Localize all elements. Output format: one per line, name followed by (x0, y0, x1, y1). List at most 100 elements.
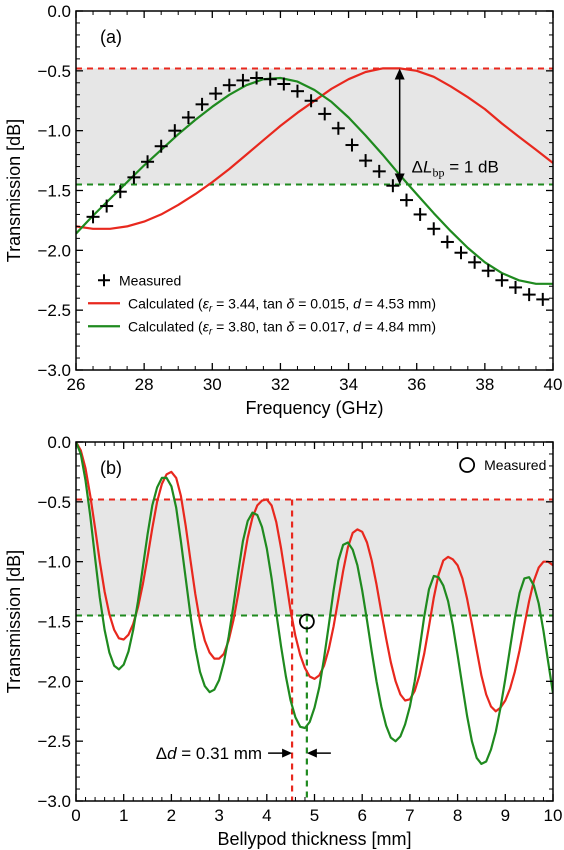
data-point-measured (495, 273, 509, 287)
data-point-measured (318, 107, 332, 121)
y-tick-label: −1.5 (37, 613, 71, 632)
data-point-measured (454, 246, 468, 260)
x-tick-label: 3 (214, 806, 223, 825)
y-axis-title: Transmission [dB] (4, 119, 24, 262)
data-point-measured (113, 185, 127, 199)
shaded-band (76, 499, 553, 616)
delta-symbol: δ (287, 295, 295, 311)
legend-text-mid1: = 3.44, tan (212, 295, 282, 311)
delta-l-annotation: ΔLbp = 1 dB (412, 158, 499, 180)
x-tick-label: 10 (544, 806, 563, 825)
x-tick-label: 5 (310, 806, 319, 825)
x-tick-label: 38 (475, 375, 494, 394)
panel-label: (b) (100, 458, 122, 478)
data-point-measured (386, 179, 400, 193)
x-tick-label: 36 (407, 375, 426, 394)
y-tick-label: −2.5 (37, 732, 71, 751)
x-tick-label: 1 (119, 806, 128, 825)
y-tick-label: 0.0 (47, 2, 71, 21)
data-point-measured (413, 207, 427, 221)
plot-frame (75, 10, 554, 371)
shaded-band (76, 68, 553, 185)
data-point-measured (440, 235, 454, 249)
data-point-measured (345, 138, 359, 152)
delta-symbol: δ (287, 318, 295, 334)
y-tick-label: −2.0 (37, 672, 71, 691)
x-tick-label: 26 (67, 375, 86, 394)
y-axis-title: Transmission [dB] (4, 550, 24, 693)
eps-symbol: ε (203, 295, 210, 311)
y-tick-label: −3.0 (37, 792, 71, 811)
panel-a: 26 28 30 32 34 36 38 40 0.0 −0.5 −1.0 −1.5 −2.0 −2.5 −… (4, 2, 562, 418)
var-d: d (167, 744, 177, 763)
legend-label-red: Calculated (εr = 3.44, tan δ = 0.015, d … (128, 295, 436, 314)
data-point-measured (359, 154, 373, 168)
data-point-measured (209, 87, 223, 101)
series-group (76, 442, 553, 765)
data-point-measured (236, 73, 250, 87)
x-tick-label: 28 (135, 375, 154, 394)
legend-label-measured: Measured (119, 272, 181, 288)
x-tick-label: 7 (405, 806, 414, 825)
x-tick-label: 2 (167, 806, 176, 825)
var-l: L (423, 158, 432, 177)
legend-text-mid1: = 3.80, tan (212, 318, 282, 334)
legend-text-start: Calculated ( (128, 318, 203, 334)
data-point-measured (481, 264, 495, 278)
data-point-measured (250, 71, 264, 85)
data-point-measured (290, 84, 304, 98)
y-tick-label: −1.5 (37, 182, 71, 201)
legend-text-mid2: = 0.017, (294, 318, 353, 334)
data-point-measured (427, 222, 441, 236)
x-tick-label: 40 (544, 375, 563, 394)
y-tick-label: −2.5 (37, 301, 71, 320)
x-axis-title: Bellypod thickness [mm] (217, 829, 411, 849)
legend-marker-circle (459, 457, 476, 473)
x-axis-title: Frequency (GHz) (245, 398, 383, 418)
data-point-measured (468, 255, 482, 269)
data-point-measured (304, 94, 318, 108)
y-tick-label: −2.0 (37, 241, 71, 260)
y-tick-label: −1.0 (37, 553, 71, 572)
data-point-measured (127, 170, 141, 184)
d-symbol: d (353, 318, 362, 334)
legend-label-green: Calculated (εr = 3.80, tan δ = 0.017, d … (128, 318, 436, 337)
delta-arrow-head-top (394, 68, 405, 80)
legend-label-measured: Measured (484, 457, 546, 473)
x-tick-label: 6 (357, 806, 366, 825)
legend-text-start: Calculated ( (128, 295, 203, 311)
y-tick-label: −3.0 (37, 361, 71, 380)
x-tick-label: 32 (271, 375, 290, 394)
data-point-measured (86, 210, 100, 224)
legend-text-end: = 4.84 mm) (361, 318, 436, 334)
data-point-measured (277, 77, 291, 91)
delta-symbol: Δ (156, 744, 167, 763)
data-point-measured (222, 78, 236, 92)
delta-d-arrow-left-head (282, 748, 293, 758)
y-tick-label: 0.0 (47, 433, 71, 452)
data-point-measured (298, 613, 315, 630)
eps-subscript: r (209, 326, 213, 337)
data-point-measured (100, 199, 114, 213)
data-point-measured (399, 193, 413, 207)
series-line-green (76, 442, 553, 765)
legend-text-end: = 4.53 mm) (361, 295, 436, 311)
x-tick-label: 4 (262, 806, 271, 825)
data-point-measured (168, 124, 182, 138)
data-point-measured (154, 139, 168, 153)
data-point-measured (372, 164, 386, 178)
data-point-measured (181, 111, 195, 125)
panel-label: (a) (100, 27, 122, 47)
delta-d-arrow-right-head (306, 748, 317, 758)
data-point-measured (195, 97, 209, 111)
annotation-value: = 1 dB (445, 158, 499, 177)
series-line-red (76, 442, 553, 713)
subscript-bp: bp (433, 166, 445, 180)
d-symbol: d (353, 295, 362, 311)
x-tick-label: 9 (501, 806, 510, 825)
data-point-measured (331, 121, 345, 135)
data-point-measured (536, 292, 550, 306)
y-tick-label: −1.0 (37, 122, 71, 141)
